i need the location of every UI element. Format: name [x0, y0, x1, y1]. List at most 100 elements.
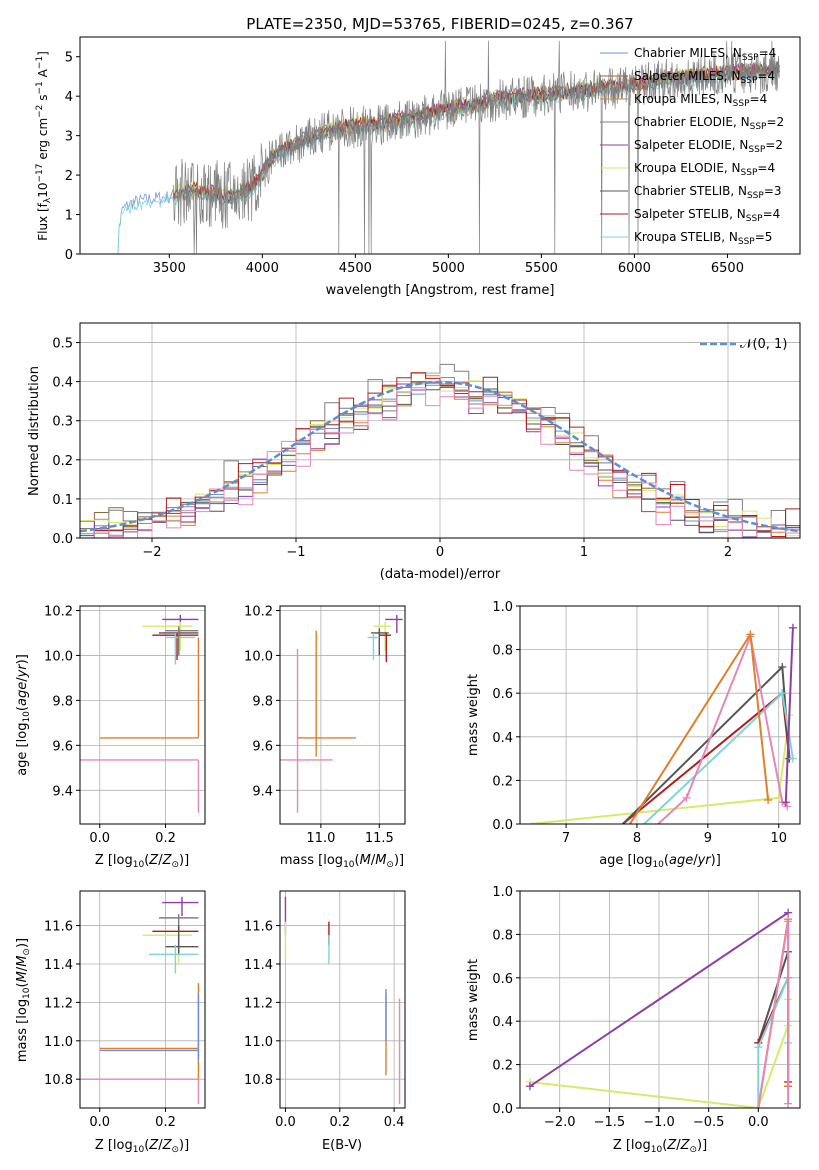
weight-series-6 [757, 921, 790, 1108]
mass-vs-z-frame [79, 890, 206, 1109]
x-tick-label: −1 [286, 545, 305, 560]
spectrum-panel: 3500 4000 4500 5000 5500 6000 6500 0 1 2 3 4 5 wavel… [35, 36, 801, 298]
x-tick-label: 5500 [525, 261, 558, 276]
age-vs-z-panel: 0.0 0.29.49.69.810.010.2 Z [log10(Z/Z⊙)] … [15, 604, 206, 870]
x-tick-label: 0.2 [155, 1115, 176, 1130]
mass-vs-ebv-plot-area [280, 891, 405, 1108]
y-tick-label: 0.8 [492, 928, 513, 943]
legend-label-7: Salpeter STELIB, NSSP=4 [634, 207, 780, 224]
observed-spectrum-line [172, 40, 780, 254]
y-tick-label: 0.5 [52, 337, 73, 352]
normal-curve [80, 380, 800, 533]
age-vs-mass-ticks: 11.0 11.5 9.4 9.6 9.8 10.0 10.2 [244, 604, 394, 846]
x-tick-label: 0.0 [748, 1115, 769, 1130]
age-vs-z-plot-area [80, 606, 205, 824]
y-tick-label: 10.0 [244, 649, 273, 664]
normal-legend-label: 𝒩(0, 1) [740, 337, 787, 352]
x-tick-label: 1 [580, 545, 588, 560]
age-vs-z-xlabel: Z [log10(Z/Z⊙)] [95, 853, 189, 870]
spectrum-lines [113, 40, 780, 254]
mass-vs-ebv-panel: 0.0 0.2 0.4 10.8 11.0 11.2 11.4 11.6 E(B-V) [244, 890, 406, 1153]
y-tick-label: 10.0 [44, 649, 73, 664]
residuals-panel: −2 −1 0 1 2 0.0 0.1 0.2 0.3 0.4 0.5 (data-model)/e… [27, 322, 801, 582]
y-tick-label: 0.6 [492, 687, 513, 702]
legend-label-6: Chabrier STELIB, NSSP=3 [634, 184, 782, 201]
weight_vs_z-lines [525, 908, 793, 1108]
y-tick-label: 0.0 [52, 532, 73, 547]
x-tick-label: 2 [724, 545, 732, 560]
y-tick-label: 10.2 [44, 604, 73, 619]
mass-vs-ebv-frame [279, 890, 406, 1109]
x-tick-label: −0.5 [693, 1115, 725, 1130]
histogram-series-8 [80, 387, 800, 538]
y-tick-label: 0 [65, 248, 73, 263]
y-tick-label: 9.4 [52, 784, 73, 799]
spectrum-ylabel: Flux [fλ10−17 erg cm−2 s−1 A−1] [35, 51, 53, 241]
x-tick-label: 11.0 [306, 831, 335, 846]
y-tick-label: 5 [65, 51, 73, 66]
x-tick-label: 5000 [432, 261, 465, 276]
weight-vs-z-plot-area [520, 890, 800, 1109]
x-tick-label: 0 [436, 545, 444, 560]
mass_vs_z-errorbars [80, 896, 200, 1105]
x-tick-label: 6500 [711, 261, 744, 276]
age-vs-z-ylabel: age [log10(age/yr)] [15, 654, 32, 776]
x-tick-label: 11.5 [365, 831, 394, 846]
y-tick-label: 10.8 [44, 1073, 73, 1088]
x-tick-label: −1.5 [594, 1115, 626, 1130]
x-tick-label: 0.0 [89, 1115, 110, 1130]
model-line-1 [172, 63, 780, 203]
y-tick-label: 0.6 [492, 972, 513, 987]
y-tick-label: 2 [65, 169, 73, 184]
figure-title: PLATE=2350, MJD=53765, FIBERID=0245, z=0… [246, 15, 633, 33]
y-tick-label: 11.2 [44, 996, 73, 1011]
age-vs-mass-xlabel: mass [log10(M/M⊙)] [280, 853, 404, 870]
x-tick-label: 4000 [246, 261, 279, 276]
mass-vs-ebv-ticks: 0.0 0.2 0.4 10.8 11.0 11.2 11.4 11.6 [244, 920, 404, 1130]
y-tick-label: 9.6 [52, 739, 73, 754]
weight-vs-age-frame [519, 605, 801, 825]
x-tick-label: 7 [562, 831, 570, 846]
y-tick-label: 1.0 [492, 885, 513, 900]
x-tick-label: 9 [704, 831, 712, 846]
y-tick-label: 1 [65, 209, 73, 224]
x-tick-label: 4500 [339, 261, 372, 276]
y-tick-label: 10.8 [244, 1073, 273, 1088]
weight-series-6 [784, 627, 794, 803]
y-tick-label: 11.2 [244, 996, 273, 1011]
y-tick-label: 9.4 [252, 784, 273, 799]
mass-vs-z-ylabel: mass [log10(M/M⊙)] [15, 938, 32, 1062]
spectrum-legend: Chabrier MILES, NSSP=4 Salpeter MILES, NS… [600, 46, 784, 247]
age_vs_mass-errorbars [280, 614, 403, 813]
weight-vs-z-ticks: −2.0 −1.5 −1.0 −0.5 0.0 0.0 0.2 0.4 0.6 0.8 1.0 [492, 885, 768, 1130]
weight-vs-z-panel: −2.0 −1.5 −1.0 −0.5 0.0 0.0 0.2 0.4 0.6 0.8 1.0 Z … [466, 885, 801, 1155]
age-vs-mass-frame [279, 605, 406, 825]
mass-vs-z-ticks: 0.0 0.2 10.8 11.0 11.2 11.4 11.6 [44, 920, 176, 1130]
y-tick-label: 0.8 [492, 644, 513, 659]
residuals-ylabel: Normed distribution [27, 366, 42, 496]
legend-label-1: Salpeter MILES, NSSP=4 [634, 69, 775, 86]
residuals-legend: 𝒩(0, 1) [700, 337, 787, 352]
x-tick-label: 3500 [153, 261, 186, 276]
y-tick-label: 0.3 [52, 415, 73, 430]
weight-vs-age-ylabel: mass weight [466, 674, 481, 756]
weight-vs-z-ylabel: mass weight [466, 959, 481, 1041]
y-tick-label: 10.2 [244, 604, 273, 619]
weight_vs_age-lines [530, 623, 797, 824]
x-tick-label: 8 [633, 831, 641, 846]
x-tick-label: −1.0 [643, 1115, 675, 1130]
histogram-series-6 [80, 381, 800, 538]
spectrum-ticks: 3500 4000 4500 5000 5500 6000 6500 0 1 2 3 4 5 [65, 51, 744, 276]
weight-vs-age-ticks: 7 8 9 10 0.0 0.2 0.4 0.6 0.8 1.0 [492, 600, 787, 846]
legend-label-0: Chabrier MILES, NSSP=4 [634, 46, 776, 63]
weight-vs-z-xlabel: Z [log10(Z/Z⊙)] [613, 1138, 707, 1155]
age-vs-mass-panel: 11.0 11.5 9.4 9.6 9.8 10.0 10.2 mass [log10(M/… [244, 604, 406, 870]
y-tick-label: 0.2 [492, 774, 513, 789]
legend-label-3: Chabrier ELODIE, NSSP=2 [634, 115, 784, 132]
x-tick-label: 10 [770, 831, 787, 846]
residuals-plot-area [80, 323, 800, 539]
age-vs-mass-plot-area [280, 606, 405, 824]
y-tick-label: 0.0 [492, 818, 513, 833]
age-vs-z-ticks: 0.0 0.2 9.4 9.6 9.8 10.0 10.2 [44, 604, 176, 846]
x-tick-label: −2.0 [544, 1115, 576, 1130]
